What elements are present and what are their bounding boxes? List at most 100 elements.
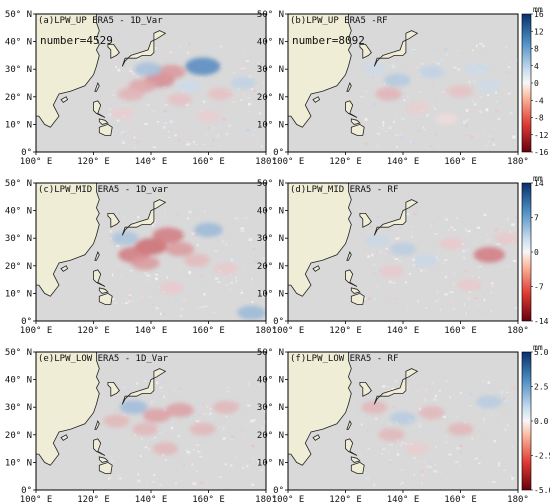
speckle-mark [447, 228, 450, 232]
speckle-mark [417, 129, 420, 132]
speckle-field [109, 210, 266, 317]
speckle-mark [399, 483, 403, 485]
speckle-mark [472, 278, 474, 280]
speckle-mark [382, 448, 386, 450]
x-tick-label: 160° E [192, 495, 225, 503]
speckle-mark [465, 312, 467, 315]
colorbar-gradient [521, 13, 532, 153]
speckle-mark [511, 223, 515, 227]
speckle-mark [208, 126, 210, 130]
speckle-mark [214, 277, 219, 280]
mindanao-coastline [350, 123, 365, 136]
colorbar-tick-label: 7 [534, 214, 539, 223]
speckle-mark [257, 62, 259, 64]
speckle-mark [469, 404, 471, 407]
speckle-mark [130, 67, 132, 70]
speckle-mark [138, 480, 140, 483]
speckle-mark [243, 93, 246, 96]
speckle-mark [375, 417, 378, 420]
speckle-mark [455, 77, 458, 80]
speckle-mark [248, 76, 252, 78]
speckle-mark [379, 250, 381, 253]
speckle-mark [362, 42, 367, 45]
speckle-mark [479, 110, 482, 113]
speckle-mark [263, 271, 266, 274]
speckle-mark [426, 113, 429, 117]
speckle-mark [436, 84, 438, 86]
speckle-mark [442, 415, 446, 418]
y-tick-label: 50° N [5, 348, 32, 358]
speckle-mark [188, 210, 192, 214]
speckle-mark [439, 479, 442, 482]
speckle-mark [435, 446, 438, 448]
speckle-mark [223, 427, 225, 430]
speckle-mark [483, 298, 486, 302]
speckle-mark [460, 68, 464, 70]
speckle-mark [407, 393, 410, 396]
speckle-mark [250, 88, 254, 91]
anomaly-patch [362, 63, 387, 76]
japan-coastline [373, 30, 419, 67]
colorbar-tick-label: -8 [534, 114, 544, 123]
colorbar-tick-label: 12 [534, 27, 544, 36]
speckle-mark [382, 124, 385, 127]
speckle-mark [391, 64, 395, 67]
speckle-mark [202, 274, 206, 277]
speckle-mark [476, 44, 478, 48]
speckle-mark [147, 95, 149, 99]
speckle-mark [167, 130, 170, 133]
speckle-mark [208, 312, 212, 316]
speckle-mark [391, 388, 395, 391]
speckle-mark [219, 65, 223, 67]
speckle-mark [255, 142, 260, 145]
speckle-mark [445, 88, 449, 92]
speckle-mark [381, 453, 383, 455]
speckle-mark [212, 50, 215, 53]
speckle-mark [170, 59, 173, 62]
speckle-mark [188, 42, 191, 46]
speckle-mark [474, 457, 478, 460]
speckle-mark [495, 61, 497, 65]
speckle-mark [204, 210, 206, 212]
speckle-mark [396, 453, 400, 456]
speckle-mark [120, 83, 125, 85]
speckle-mark [393, 450, 396, 452]
speckle-mark [494, 420, 499, 423]
speckle-mark [476, 421, 480, 424]
speckle-mark [192, 448, 195, 451]
speckle-mark [508, 130, 511, 132]
map-panel: 100° E 120° E 140° E 160° E 180°0°10° N20° N… [257, 343, 550, 503]
speckle-mark [437, 249, 440, 253]
speckle-mark [119, 477, 122, 480]
taiwan-coastline [346, 251, 352, 261]
speckle-mark [389, 423, 393, 425]
speckle-mark [111, 460, 114, 463]
speckle-mark [411, 235, 413, 238]
speckle-mark [137, 216, 140, 219]
speckle-mark [186, 51, 190, 55]
speckle-mark [128, 294, 132, 297]
anomaly-patches [361, 395, 503, 455]
speckle-mark [383, 427, 387, 430]
speckle-mark [378, 286, 380, 289]
speckle-mark [485, 434, 488, 438]
speckle-mark [483, 419, 485, 422]
x-tick-label: 100° E [20, 326, 53, 336]
hainan-coastline [312, 96, 321, 103]
speckle-mark [487, 381, 491, 385]
speckle-mark [405, 388, 409, 391]
speckle-mark [504, 428, 507, 432]
colorbar-tick-label: 16 [534, 10, 544, 19]
y-tick-label: 50° N [257, 179, 284, 189]
panel-title: (a)LPW_UP ERA5 - 1D_Var [38, 16, 163, 26]
speckle-mark [228, 124, 232, 127]
speckle-mark [222, 437, 226, 440]
speckle-mark [378, 126, 380, 128]
speckle-mark [388, 296, 391, 299]
speckle-mark [442, 85, 445, 88]
speckle-mark [399, 445, 402, 447]
anomaly-patch [110, 107, 135, 120]
speckle-mark [409, 140, 412, 143]
colorbar-tick-label: -7 [534, 283, 544, 292]
speckle-mark [471, 84, 474, 87]
